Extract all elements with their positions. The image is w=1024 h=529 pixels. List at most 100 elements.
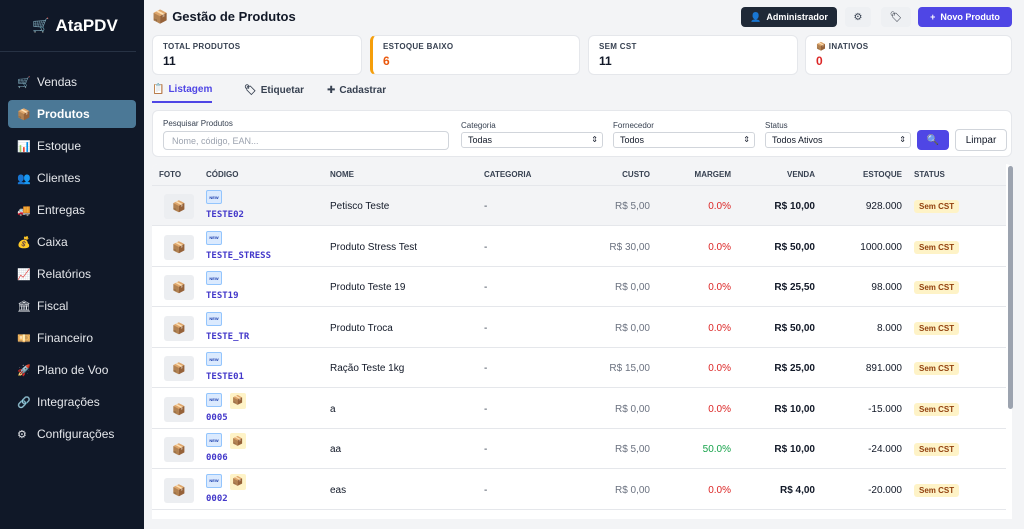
sidebar-item-financeiro[interactable]: 💴 Financeiro [8,324,136,352]
cell-stock: 98.000 [871,282,902,293]
sidebar-item-relatórios[interactable]: 📈 Relatórios [8,260,136,288]
stat-card: TOTAL PRODUTOS 11 [152,35,362,75]
tab-etiquetar[interactable]: 🏷 Etiquetar [244,82,304,103]
sidebar-item-integrações[interactable]: 🔗 Integrações [8,388,136,416]
bank-icon: 🏛 [17,300,31,313]
product-code[interactable]: TEST19 [206,291,239,301]
search-button[interactable]: 🔍 [917,130,949,150]
table-row[interactable]: 📦 NEW TESTE_STRESS Produto Stress Test - R$ 3… [152,227,1006,267]
sidebar-item-vendas[interactable]: 🛒 Vendas [8,68,136,96]
sidebar-item-fiscal[interactable]: 🏛 Fiscal [8,292,136,320]
gear-icon: ⚙ [17,428,27,441]
product-code[interactable]: 0002 [206,493,228,504]
sidebar-item-clientes[interactable]: 👥 Clientes [8,164,136,192]
table-row[interactable]: 📦 NEW TESTE01 Ração Teste 1kg - R$ 15,00 0.0% R… [152,348,1006,388]
brand[interactable]: 🛒 AtaPDV [0,0,136,52]
new-badge-icon: NEW [206,230,222,245]
status-select[interactable]: Todos Ativos ⇕ [765,132,911,148]
sidebar-item-caixa[interactable]: 💰 Caixa [8,228,136,256]
cell-cost: R$ 0,00 [614,322,650,334]
product-code[interactable]: 0005 [206,412,228,423]
category-select[interactable]: Todas ⇕ [461,132,603,148]
new-product-button[interactable]: + Novo Produto [918,7,1012,27]
table-header: FOTO CÓDIGO NOME CATEGORIA CUSTO MARGEM VENDA E… [152,164,1006,186]
cell-category: - [484,444,488,455]
status-badge: Sem CST [914,402,960,416]
category-label: Categoria [461,121,496,130]
product-code[interactable]: TESTE_STRESS [206,250,272,261]
app-name: AtaPDV [55,15,118,35]
cell-category: - [484,282,488,293]
box-icon: 📦 [172,363,186,375]
page-title: 📦 Gestão de Produtos [152,9,296,24]
status-badge: Sem CST [914,321,960,335]
cart-icon: 🛒 [32,17,50,33]
box-icon: 📦 [230,433,246,449]
cell-category: - [484,201,488,212]
cell-margin: 50.0% [702,444,731,455]
sidebar-item-estoque[interactable]: 📊 Estoque [8,132,136,160]
box-icon: 📦 [172,484,186,497]
new-badge-icon: NEW [206,352,222,366]
product-code[interactable]: TESTE_TR [206,331,250,342]
user-menu-button[interactable]: 👤 Administrador [741,7,837,27]
sidebar-item-label: Financeiro [37,331,94,345]
sidebar-item-produtos[interactable]: 📦 Produtos [8,100,136,128]
main-content: 📦 Gestão de Produtos 👤 Administrador ⚙ 🏷 … [144,0,1024,529]
chevron-updown-icon: ⇕ [591,135,598,144]
tab-listagem[interactable]: 📋 Listagem [152,82,213,103]
product-photo: 📦 [164,275,194,300]
chevron-updown-icon: ⇕ [743,135,750,144]
table-row[interactable]: 📦 NEW TESTE_TR Produto Troca - R$ 0,00 0.0% R$ … [152,308,1006,348]
tab-cadastrar[interactable]: ✚ Cadastrar [327,82,386,103]
cell-category: - [484,363,488,374]
new-badge-icon: NEW [206,392,222,407]
cell-margin: 0.0% [708,241,731,253]
table-row[interactable]: 📦 NEW 📦 0005 a - R$ 0,00 0.0% R$ 10,00 -15.000 Sem… [152,389,1006,429]
new-badge-icon: NEW [206,311,222,326]
cell-margin: 0.0% [708,363,731,374]
cash-icon: 💴 [17,332,31,345]
box-icon: 📦 [172,241,186,254]
stat-label: 📦 INATIVOS [816,42,1011,51]
stat-value: 6 [383,54,390,68]
product-code[interactable]: 0006 [206,453,228,463]
cell-name: Produto Teste 19 [330,282,406,293]
product-code[interactable]: TESTE01 [206,372,244,382]
search-input[interactable]: Nome, código, EAN... [163,131,449,150]
column-header: VENDA [786,170,815,179]
new-badge-icon: NEW [206,473,222,488]
clipboard-icon: 📋 [152,84,165,95]
filters-panel: Pesquisar Produtos Nome, código, EAN... … [152,110,1012,157]
sidebar-item-plano-de-voo[interactable]: 🚀 Plano de Voo [8,356,136,384]
status-label: Status [765,121,788,130]
table-row[interactable]: 📦 NEW TEST19 Produto Teste 19 - R$ 0,00 0.0% R$… [152,267,1006,307]
sidebar-item-label: Relatórios [37,267,92,281]
product-photo: 📦 [164,234,194,260]
table-row[interactable]: 📦 NEW TESTE02 Petisco Teste - R$ 5,00 0.0% R$ 1… [152,186,1006,226]
cell-price: R$ 25,00 [774,363,815,374]
box-icon: 📦 [172,444,186,456]
search-icon: 🔍 [926,134,940,146]
truck-icon: 🚚 [17,204,31,217]
clear-button[interactable]: Limpar [955,129,1007,151]
cell-name: Produto Stress Test [330,241,418,253]
table-scrollbar[interactable] [1008,166,1013,409]
column-header: FOTO [159,170,182,179]
supplier-select[interactable]: Todos ⇕ [613,132,755,148]
column-header: CATEGORIA [484,170,532,179]
settings-button[interactable]: ⚙ [845,7,871,27]
table-row[interactable]: 📦 NEW 📦 0006 aa - R$ 5,00 50.0% R$ 10,00 -24.000 S… [152,429,1006,469]
product-photo: 📦 [164,356,194,381]
label-button[interactable]: 🏷 [881,7,911,27]
sidebar-item-configurações[interactable]: ⚙ Configurações [8,420,136,448]
chevron-updown-icon: ⇕ [899,135,906,144]
stat-value: 0 [816,54,823,68]
status-badge: Sem CST [914,281,960,294]
status-badge: Sem CST [914,200,960,213]
table-row[interactable]: 📦 NEW 📦 0002 eas - R$ 0,00 0.0% R$ 4,00 -20.000 Se… [152,470,1006,510]
sidebar-item-entregas[interactable]: 🚚 Entregas [8,196,136,224]
product-photo: 📦 [164,315,194,341]
stat-card: ESTOQUE BAIXO 6 [370,35,580,75]
product-code[interactable]: TESTE02 [206,210,244,220]
